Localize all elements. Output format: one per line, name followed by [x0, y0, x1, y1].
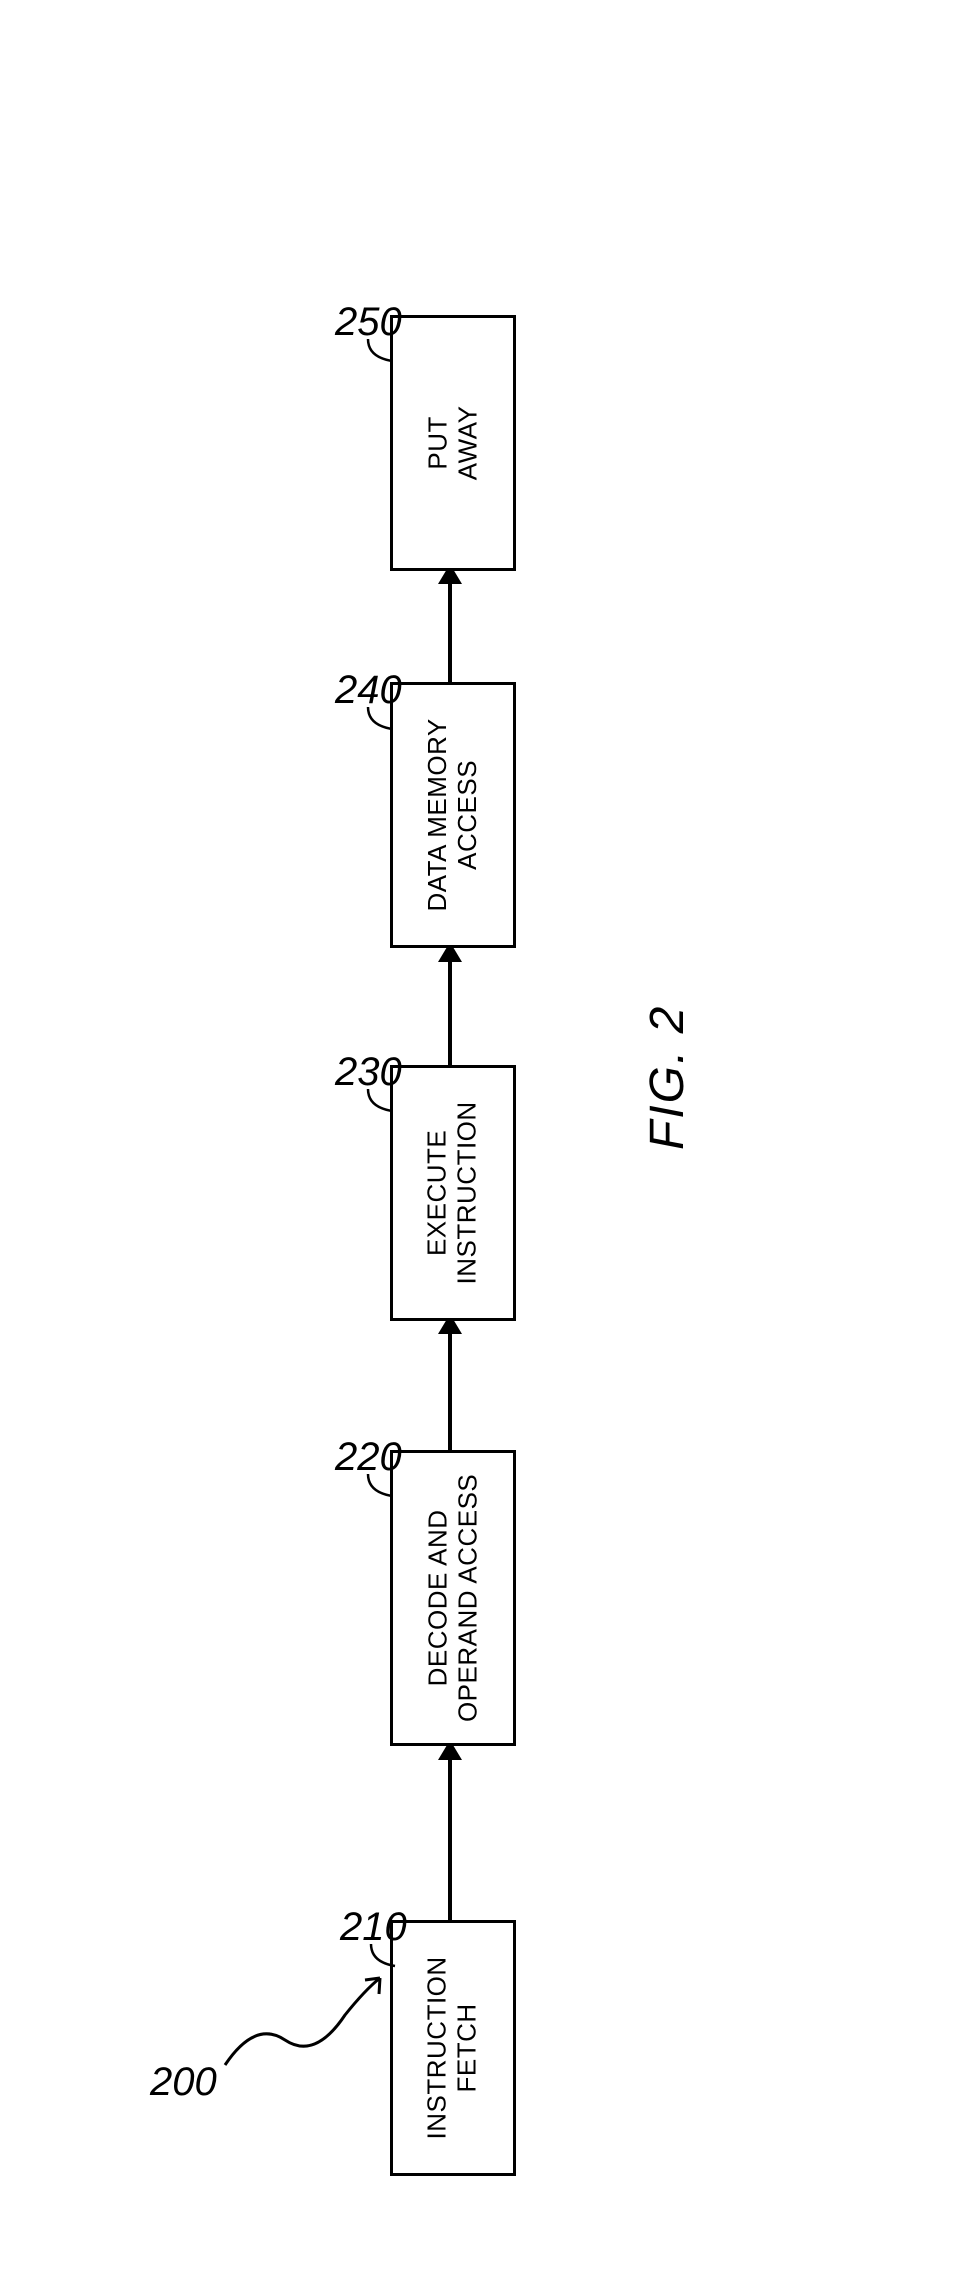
ref-tail-250	[362, 335, 402, 375]
ref-tail-230	[362, 1085, 402, 1125]
edge-2-3	[448, 1330, 452, 1450]
node-label: PUT AWAY	[423, 406, 483, 481]
node-label: EXECUTE INSTRUCTION	[423, 1101, 483, 1284]
node-put-away: PUT AWAY	[390, 315, 516, 571]
diagram-stage: 200 INSTRUCTION FETCH 210 DECODE AND OPE…	[0, 0, 954, 2278]
ref-tail-240	[362, 703, 402, 743]
ref-tail-220	[362, 1470, 402, 1510]
figure-ref: 200	[150, 2060, 217, 2105]
node-decode-operand: DECODE AND OPERAND ACCESS	[390, 1450, 516, 1746]
edge-1-2	[448, 1756, 452, 1920]
node-execute-instruction: EXECUTE INSTRUCTION	[390, 1065, 516, 1321]
figure-caption-text: FIG. 2	[641, 1005, 694, 1150]
edge-4-5	[448, 580, 452, 682]
node-instruction-fetch: INSTRUCTION FETCH	[390, 1920, 516, 2176]
node-data-memory-access: DATA MEMORY ACCESS	[390, 682, 516, 948]
ref-tail-210	[365, 1940, 405, 1980]
node-label: INSTRUCTION FETCH	[423, 1956, 483, 2139]
node-label: DATA MEMORY ACCESS	[423, 718, 483, 911]
figure-caption: FIG. 2	[640, 1005, 695, 1150]
edge-3-4	[448, 958, 452, 1065]
figure-ref-text: 200	[150, 2060, 217, 2104]
node-label: DECODE AND OPERAND ACCESS	[423, 1474, 483, 1722]
